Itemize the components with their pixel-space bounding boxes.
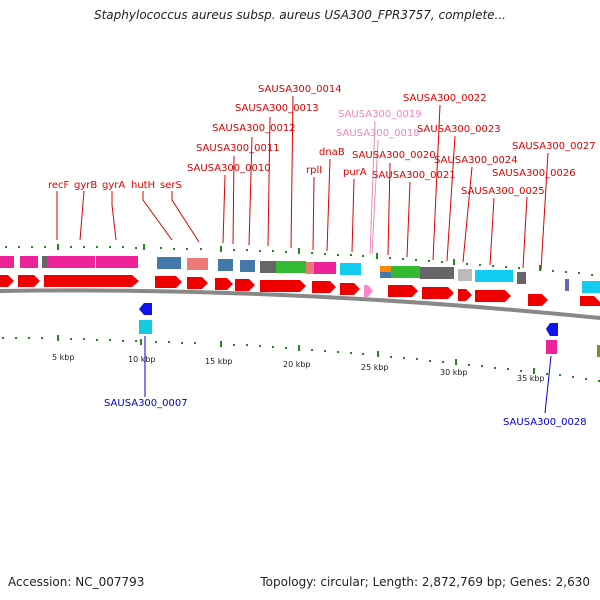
label-gyrB: gyrB <box>74 180 97 191</box>
label-sausa300-0010: SAUSA300_0010 <box>187 163 271 174</box>
genome-summary-text: Topology: circular; Length: 2,872,769 bp… <box>260 575 590 589</box>
tick-25kbp: 25 kbp <box>361 363 389 372</box>
tick-5kbp: 5 kbp <box>52 353 74 362</box>
top-scale-dots <box>5 244 593 276</box>
label-sausa300-0022: SAUSA300_0022 <box>403 93 487 104</box>
kbp-tick-labels: 5 kbp 10 kbp 15 kbp 20 kbp 25 kbp 30 kbp… <box>52 353 545 383</box>
label-sausa300-0024: SAUSA300_0024 <box>434 155 518 166</box>
tick-15kbp: 15 kbp <box>205 357 233 366</box>
label-sausa300-0011: SAUSA300_0011 <box>196 143 280 154</box>
label-sausa300-0027: SAUSA300_0027 <box>512 141 596 152</box>
label-sausa300-0014: SAUSA300_0014 <box>258 84 342 95</box>
label-hutH: hutH <box>131 180 155 191</box>
map-title: Staphylococcus aureus subsp. aureus USA3… <box>93 8 506 22</box>
gene-labels-bottom: SAUSA300_0007 SAUSA300_0028 <box>104 398 587 428</box>
accession-text: Accession: NC_007793 <box>8 575 145 589</box>
label-sausa300-0007: SAUSA300_0007 <box>104 398 188 409</box>
label-serS: serS <box>160 180 182 191</box>
label-sausa300-0013: SAUSA300_0013 <box>235 103 319 114</box>
label-sausa300-0026: SAUSA300_0026 <box>492 168 576 179</box>
label-sausa300-0012: SAUSA300_0012 <box>212 123 296 134</box>
tick-35kbp: 35 kbp <box>517 374 545 383</box>
cds-arrow-pink <box>364 285 373 297</box>
label-sausa300-0025: SAUSA300_0025 <box>461 186 545 197</box>
bottom-scale-dots <box>2 335 600 382</box>
label-connector-pink <box>369 120 376 255</box>
label-connector-pink-2 <box>371 139 379 255</box>
label-sausa300-0028: SAUSA300_0028 <box>503 417 587 428</box>
reverse-strand-features <box>139 303 600 357</box>
label-sausa300-0018: SAUSA300_0018 <box>336 128 420 139</box>
label-sausa300-0023: SAUSA300_0023 <box>417 124 501 135</box>
tick-30kbp: 30 kbp <box>440 368 468 377</box>
tick-20kbp: 20 kbp <box>283 360 311 369</box>
label-sausa300-0019: SAUSA300_0019 <box>338 109 422 120</box>
label-gyrA: gyrA <box>102 180 125 191</box>
label-recF: recF <box>48 180 70 191</box>
genome-backbone <box>0 288 600 320</box>
tick-10kbp: 10 kbp <box>128 355 156 364</box>
cds-arrows-forward <box>0 275 600 306</box>
label-connector-0028 <box>544 355 552 414</box>
feature-track-colors <box>0 256 600 293</box>
gene-labels-top: SAUSA300_0014 SAUSA300_0013 SAUSA300_001… <box>48 84 596 197</box>
label-connectors-top <box>56 95 549 271</box>
label-sausa300-0020: SAUSA300_0020 <box>352 150 436 161</box>
label-purA: purA <box>343 167 367 178</box>
label-sausa300-0021: SAUSA300_0021 <box>372 170 456 181</box>
label-dnaB: dnaB <box>319 147 345 158</box>
label-rplI: rplI <box>306 165 322 176</box>
